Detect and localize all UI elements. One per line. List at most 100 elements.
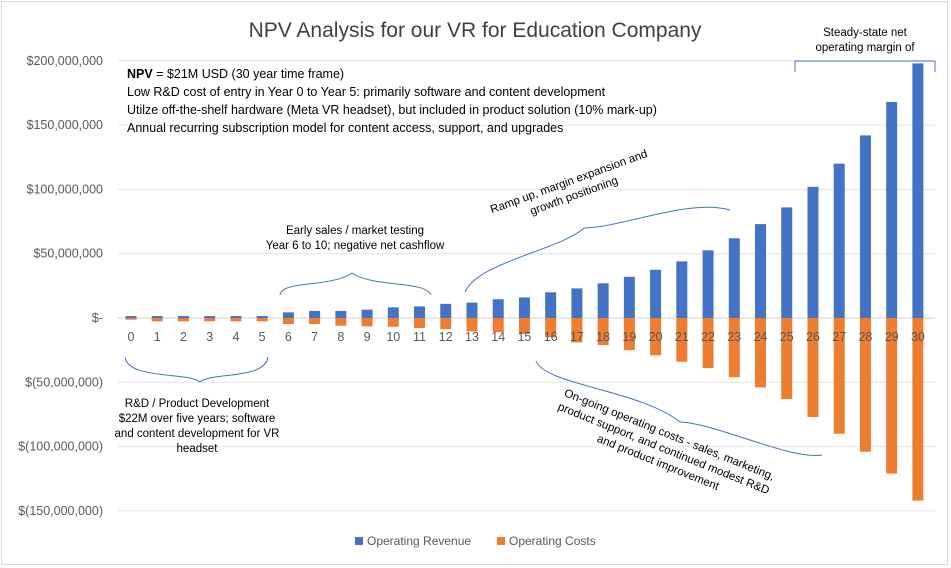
brace-rd xyxy=(124,356,269,383)
cost-bar-20 xyxy=(650,318,662,356)
cost-bar-15 xyxy=(518,318,530,335)
brace-steady-state xyxy=(794,60,936,72)
legend-swatch-revenue xyxy=(355,537,363,545)
annotation-steady-state: Steady-state net operating margin of xyxy=(815,27,915,54)
chart-title: NPV Analysis for our VR for Education Co… xyxy=(249,19,702,42)
cost-bar-0 xyxy=(125,318,137,320)
legend-label-costs: Operating Costs xyxy=(509,534,596,548)
revenue-bar-24 xyxy=(755,224,767,318)
summary-line-4: Annual recurring subscription model for … xyxy=(127,121,563,135)
brace-ramp xyxy=(464,206,731,293)
cost-bar-8 xyxy=(335,318,347,326)
x-tick-label: 25 xyxy=(780,330,794,344)
revenue-bar-15 xyxy=(518,297,530,318)
x-tick-label: 24 xyxy=(754,330,768,344)
y-tick-label: $(100,000,000) xyxy=(18,440,103,454)
cost-bar-3 xyxy=(204,318,216,322)
x-tick-label: 17 xyxy=(570,330,584,344)
cost-bar-26 xyxy=(807,318,819,418)
cost-bar-2 xyxy=(177,318,189,322)
summary-line-3: Utilze off-the-shelf hardware (Meta VR h… xyxy=(127,103,657,117)
svg-text:Year 6 to 10; negative net cas: Year 6 to 10; negative net cashflow xyxy=(266,240,445,252)
x-tick-label: 30 xyxy=(911,330,925,344)
revenue-bar-25 xyxy=(781,207,793,318)
cost-bar-24 xyxy=(755,318,767,388)
cost-bar-11 xyxy=(414,318,426,329)
revenue-bar-29 xyxy=(886,101,898,319)
revenue-bar-8 xyxy=(335,310,347,318)
annotation-rd: R&D / Product Development $22M over five… xyxy=(115,398,280,455)
revenue-bar-11 xyxy=(414,306,426,318)
x-tick-label: 5 xyxy=(259,330,266,344)
x-tick-label: 27 xyxy=(832,330,846,344)
annotation-opex: On-going operating costs - sales, market… xyxy=(556,387,776,497)
cost-bar-16 xyxy=(545,318,557,338)
revenue-bar-13 xyxy=(466,302,478,318)
revenue-bar-2 xyxy=(177,316,189,318)
revenue-bar-4 xyxy=(230,316,242,318)
legend-swatch-costs xyxy=(497,537,505,545)
x-tick-label: 12 xyxy=(439,330,453,344)
revenue-bar-22 xyxy=(702,250,714,318)
cost-bar-30 xyxy=(912,318,924,501)
summary-text: NPV = $21M USD (30 year time frame) Low … xyxy=(127,67,657,135)
revenue-bar-0 xyxy=(125,316,137,318)
revenue-bar-1 xyxy=(151,316,163,318)
x-tick-label: 9 xyxy=(364,330,371,344)
cost-bar-29 xyxy=(886,318,898,474)
revenue-bar-28 xyxy=(859,135,871,318)
x-tick-label: 20 xyxy=(649,330,663,344)
svg-text:and content development for VR: and content development for VR xyxy=(115,428,280,440)
cost-bar-18 xyxy=(597,318,609,346)
cost-bar-6 xyxy=(282,318,294,325)
x-tick-label: 14 xyxy=(491,330,505,344)
y-tick-label: $50,000,000 xyxy=(33,247,103,261)
y-tick-label: $(150,000,000) xyxy=(18,504,103,518)
revenue-bar-19 xyxy=(623,276,635,318)
cost-bar-14 xyxy=(492,318,504,333)
legend: Operating Revenue Operating Costs xyxy=(355,534,596,548)
annotation-early-sales: Early sales / market testing Year 6 to 1… xyxy=(266,225,445,252)
svg-text:Steady-state net: Steady-state net xyxy=(823,27,908,39)
cost-bar-27 xyxy=(833,318,845,434)
revenue-bar-6 xyxy=(282,312,294,318)
y-tick-label: $(50,000,000) xyxy=(25,375,103,389)
x-tick-label: 11 xyxy=(413,330,426,344)
revenue-bar-7 xyxy=(309,310,321,318)
cost-bar-9 xyxy=(361,318,373,327)
x-tick-label: 16 xyxy=(544,330,558,344)
cost-bar-25 xyxy=(781,318,793,400)
x-tick-label: 6 xyxy=(285,330,292,344)
cost-bar-1 xyxy=(151,318,163,322)
revenue-bar-30 xyxy=(912,63,924,318)
x-tick-label: 3 xyxy=(206,330,213,344)
svg-text:R&D / Product Development: R&D / Product Development xyxy=(125,398,270,410)
brace-opex xyxy=(535,360,823,456)
cost-bar-17 xyxy=(571,318,583,343)
cost-bar-4 xyxy=(230,318,242,322)
revenue-bar-26 xyxy=(807,186,819,318)
x-axis-labels: 0 1 2 3 4 5 6 7 8 9 10 11 12 13 14 15 16 17 18 19 20 21 22 23 24… xyxy=(128,330,925,344)
y-tick-label: $200,000,000 xyxy=(27,54,104,68)
x-tick-label: 1 xyxy=(154,330,161,344)
npv-label: NPV xyxy=(127,67,153,81)
y-axis-labels: $200,000,000 $150,000,000 $100,000,000 $50,… xyxy=(18,54,103,518)
revenue-bar-27 xyxy=(833,163,845,318)
revenue-bar-20 xyxy=(650,269,662,318)
svg-text:NPV = $21M USD (30 year time f: NPV = $21M USD (30 year time frame) xyxy=(127,67,344,81)
cost-bar-10 xyxy=(387,318,399,327)
x-tick-label: 15 xyxy=(517,330,531,344)
revenue-bar-21 xyxy=(676,261,688,318)
cost-bar-23 xyxy=(728,318,740,378)
svg-text:product support, and continued: product support, and continued modest R&… xyxy=(556,401,771,497)
x-tick-label: 8 xyxy=(337,330,344,344)
x-tick-label: 4 xyxy=(232,330,239,344)
brace-early-sales xyxy=(279,272,432,296)
bars xyxy=(125,63,924,501)
y-tick-label: $100,000,000 xyxy=(27,182,104,196)
cost-bar-12 xyxy=(440,318,452,330)
revenue-bar-10 xyxy=(387,307,399,318)
revenue-bar-14 xyxy=(492,299,504,318)
